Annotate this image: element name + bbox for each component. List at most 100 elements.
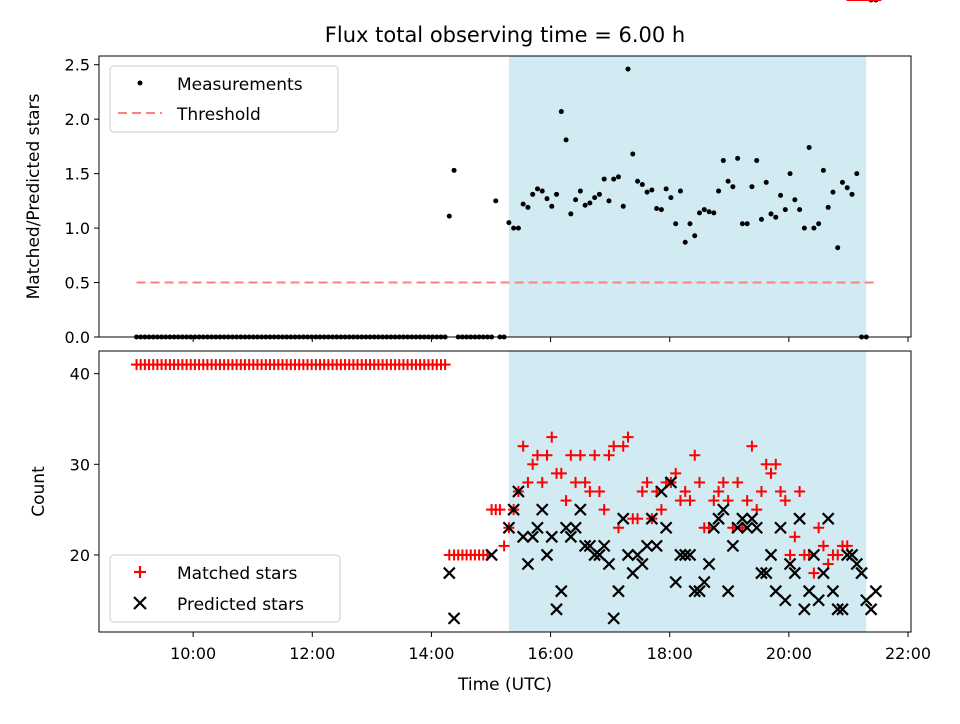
legend-measurements-label: Measurements [177, 75, 303, 95]
predicted-star-stroke-b [707, 521, 721, 535]
matched-star-point [760, 458, 772, 470]
predicted-star-stroke-b [869, 584, 883, 598]
matched-star-point [584, 486, 596, 497]
predicted-star-point [485, 548, 498, 562]
measurement-point [835, 245, 841, 251]
measurement-point [806, 144, 812, 150]
matched-star-point [765, 467, 777, 479]
predicted-star-point [769, 584, 783, 598]
measurement-point [649, 187, 655, 193]
measurement-point [687, 221, 693, 227]
predicted-star-stroke-b [855, 566, 868, 580]
matched-star-point [603, 449, 615, 461]
measurement-point [758, 216, 764, 222]
matched-star-point [808, 567, 820, 579]
predicted-star-point [807, 548, 821, 562]
x-axis-label: Time (UTC) [457, 675, 552, 695]
predicted-star-stroke-b [759, 566, 773, 580]
matched-star-point [565, 449, 577, 461]
predicted-star-point [860, 593, 873, 607]
predicted-star-stroke-b [574, 503, 587, 516]
predicted-star-stroke-b [717, 503, 730, 516]
measurement-point [706, 209, 712, 215]
measurement-point [663, 186, 669, 192]
predicted-star-point [569, 521, 582, 535]
predicted-star-stroke-b [764, 548, 778, 562]
predicted-star-point [640, 539, 654, 553]
predicted-star-point [545, 530, 559, 544]
predicted-star-point [774, 521, 787, 535]
predicted-star-stroke-b [750, 521, 763, 535]
predicted-star-stroke-b [545, 530, 559, 544]
predicted-star-point [793, 512, 806, 525]
predicted-star-point [443, 566, 456, 580]
bottom-panel: 20 30 40 10:00 12:00 14:00 16:00 18:00 20:00 22:… [29, 0, 931, 695]
legend-predicted-marker [133, 596, 147, 610]
matched-star-point [655, 504, 667, 516]
predicted-star-point [645, 512, 659, 525]
measurement-point [525, 204, 531, 210]
predicted-star-point [702, 557, 716, 571]
legend-predicted-label: Predicted stars [177, 595, 304, 615]
measurement-point [635, 178, 641, 184]
measurement-point [763, 179, 769, 185]
predicted-star-stroke-b [845, 548, 859, 562]
measurement-point [520, 201, 526, 207]
predicted-star-stroke-b [802, 584, 816, 598]
matched-star-point [689, 449, 701, 461]
predicted-star-point [583, 539, 597, 553]
predicted-star-point [607, 612, 621, 625]
measurement-point [811, 225, 817, 231]
measurement-point [701, 207, 707, 213]
measurement-point [573, 197, 579, 203]
predicted-star-point [783, 557, 797, 571]
predicted-star-point [717, 503, 730, 516]
matched-star-point [498, 540, 510, 552]
matched-star-point [789, 531, 801, 543]
bottom-y-axis-ticks: 20 30 40 [70, 365, 99, 565]
measurement-point [839, 179, 845, 185]
measurement-point [596, 191, 602, 197]
measurement-point [716, 188, 722, 194]
predicted-star-point [674, 548, 687, 562]
legend-matched-marker [134, 566, 146, 578]
predicted-star-stroke-b [612, 584, 625, 598]
matched-star-point [579, 476, 591, 488]
measurement-point [568, 211, 574, 217]
predicted-star-stroke-b [526, 530, 539, 544]
predicted-star-point [507, 503, 520, 516]
predicted-star-stroke-b [817, 566, 830, 580]
predicted-star-stroke-b [783, 557, 797, 571]
predicted-star-stroke-b [521, 557, 535, 571]
measurement-point [720, 158, 726, 164]
matched-star-point [732, 476, 744, 488]
measurement-point [773, 214, 779, 220]
matched-star-point [817, 540, 829, 552]
matched-star-point [641, 476, 653, 488]
matched-star-point [494, 504, 506, 516]
predicted-star-stroke-b [821, 512, 835, 525]
measurement-point [644, 189, 650, 195]
predicted-star-point [802, 584, 816, 598]
legend-measurements-marker [137, 80, 143, 86]
predicted-star-stroke-b [721, 584, 735, 598]
predicted-star-point [516, 530, 530, 544]
measurement-point [768, 211, 774, 217]
measurement-point [673, 221, 679, 227]
predicted-star-stroke-b [688, 584, 702, 598]
predicted-star-point [502, 521, 516, 535]
predicted-star-point [612, 584, 625, 598]
measurement-point [730, 184, 736, 190]
predicted-star-stroke-b [578, 539, 592, 553]
matched-star-point [775, 486, 787, 497]
matched-star-point [541, 449, 553, 461]
measurement-point [554, 191, 560, 197]
top-y-tick-label: 1.0 [65, 219, 90, 238]
predicted-star-stroke-b [616, 512, 630, 525]
measurement-point [749, 184, 755, 190]
predicted-star-point [655, 485, 668, 498]
matched-star-point [531, 449, 543, 461]
x-tick-label: 14:00 [408, 644, 454, 663]
matched-star-point [755, 486, 767, 497]
top-y-axis-ticks: 0.0 0.5 1.0 1.5 2.0 2.5 [65, 56, 99, 347]
